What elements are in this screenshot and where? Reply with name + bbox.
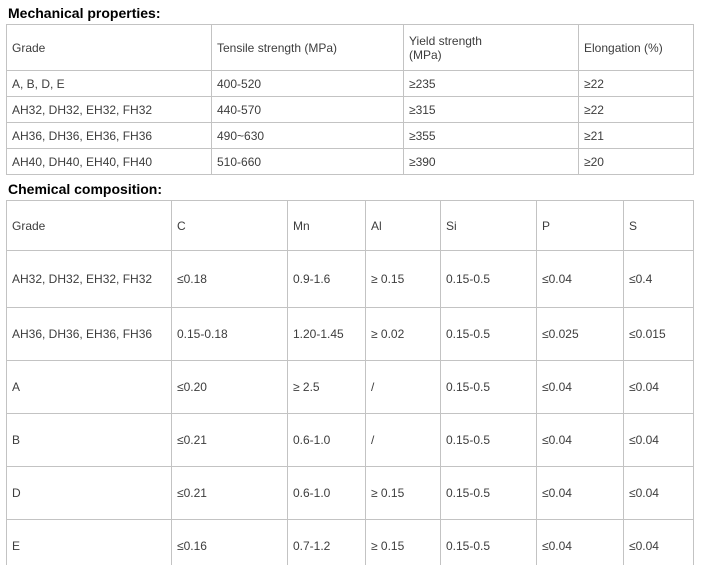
mechanical-table-body: A, B, D, E 400-520 ≥235 ≥22 AH32, DH32, EH32… — [6, 70, 694, 175]
table-cell: ≤0.04 — [536, 519, 624, 565]
section-title-mechanical-properties: Mechanical properties: — [8, 5, 161, 21]
table-cell: 0.15-0.5 — [440, 413, 537, 467]
column-header: C — [171, 200, 288, 251]
table-cell: 400-520 — [211, 70, 404, 97]
table-cell: ≤0.16 — [171, 519, 288, 565]
table-cell: ≥235 — [403, 70, 579, 97]
table-row: AH32, DH32, EH32, FH32 440-570 ≥315 ≥22 — [6, 96, 694, 123]
table-cell: B — [6, 413, 172, 467]
table-row: E ≤0.16 0.7-1.2 ≥ 0.15 0.15-0.5 ≤0.04 ≤0.04 — [6, 519, 694, 565]
table-cell: ≤0.025 — [536, 307, 624, 361]
table-cell: ≥21 — [578, 122, 694, 149]
mechanical-properties-table: Grade Tensile strength (MPa) Yield strengt… — [6, 24, 694, 175]
table-cell: ≥22 — [578, 96, 694, 123]
table-cell: ≥355 — [403, 122, 579, 149]
table-cell: 0.6-1.0 — [287, 466, 366, 520]
column-header: Elongation (%) — [578, 24, 694, 71]
table-row: D ≤0.21 0.6-1.0 ≥ 0.15 0.15-0.5 ≤0.04 ≤0.04 — [6, 466, 694, 520]
table-cell: ≥ 0.02 — [365, 307, 441, 361]
column-header: Tensile strength (MPa) — [211, 24, 404, 71]
table-cell: E — [6, 519, 172, 565]
table-cell: A, B, D, E — [6, 70, 212, 97]
table-cell: 0.9-1.6 — [287, 250, 366, 308]
table-cell: ≥ 0.15 — [365, 466, 441, 520]
table-cell: 0.6-1.0 — [287, 413, 366, 467]
column-header: P — [536, 200, 624, 251]
table-cell: AH32, DH32, EH32, FH32 — [6, 250, 172, 308]
column-header: Yield strength (MPa) — [403, 24, 579, 71]
table-cell: 510-660 — [211, 148, 404, 175]
table-cell: ≤0.04 — [623, 466, 694, 520]
table-cell: AH32, DH32, EH32, FH32 — [6, 96, 212, 123]
chemical-table-body: AH32, DH32, EH32, FH32 ≤0.18 0.9-1.6 ≥ 0.15… — [6, 250, 694, 565]
column-header: Grade — [6, 200, 172, 251]
table-cell: ≥390 — [403, 148, 579, 175]
section-title-chemical-composition: Chemical composition: — [8, 181, 163, 197]
table-cell: ≤0.04 — [536, 360, 624, 414]
table-cell: ≤0.04 — [623, 519, 694, 565]
table-row: B ≤0.21 0.6-1.0/0.15-0.5 ≤0.04 ≤0.04 — [6, 413, 694, 467]
table-cell: ≤0.21 — [171, 466, 288, 520]
table-cell: 0.7-1.2 — [287, 519, 366, 565]
table-cell: 0.15-0.18 — [171, 307, 288, 361]
table-row: A ≤0.20 ≥ 2.5/0.15-0.5 ≤0.04 ≤0.04 — [6, 360, 694, 414]
table-cell: 0.15-0.5 — [440, 519, 537, 565]
table-cell: ≤0.20 — [171, 360, 288, 414]
table-cell: ≤0.18 — [171, 250, 288, 308]
table-cell: 0.15-0.5 — [440, 250, 537, 308]
table-cell: AH36, DH36, EH36, FH36 — [6, 122, 212, 149]
chemical-composition-table: Grade C Mn Al Si P S AH32, DH32, EH32, FH32 ≤0.… — [6, 200, 694, 565]
table-row: AH40, DH40, EH40, FH40 510-660 ≥390 ≥20 — [6, 148, 694, 175]
table-cell: ≤0.04 — [536, 250, 624, 308]
table-cell: 490~630 — [211, 122, 404, 149]
table-cell: ≥ 0.15 — [365, 250, 441, 308]
table-cell: ≥315 — [403, 96, 579, 123]
column-header: Mn — [287, 200, 366, 251]
table-cell: ≥ 0.15 — [365, 519, 441, 565]
table-cell: 0.15-0.5 — [440, 360, 537, 414]
table-cell: ≤0.04 — [623, 360, 694, 414]
table-cell: ≤0.21 — [171, 413, 288, 467]
table-cell: A — [6, 360, 172, 414]
table-cell: / — [365, 413, 441, 467]
table-cell: D — [6, 466, 172, 520]
table-cell: ≥20 — [578, 148, 694, 175]
table-cell: 440-570 — [211, 96, 404, 123]
table-row: A, B, D, E 400-520 ≥235 ≥22 — [6, 70, 694, 97]
table-row: AH36, DH36, EH36, FH36 490~630 ≥355 ≥21 — [6, 122, 694, 149]
column-header: Si — [440, 200, 537, 251]
table-row: AH32, DH32, EH32, FH32 ≤0.18 0.9-1.6 ≥ 0.15… — [6, 250, 694, 308]
column-header: Grade — [6, 24, 212, 71]
mechanical-table-header-row: Grade Tensile strength (MPa) Yield strengt… — [6, 24, 694, 71]
table-cell: ≤0.04 — [623, 413, 694, 467]
table-cell: ≤0.04 — [536, 413, 624, 467]
table-cell: AH40, DH40, EH40, FH40 — [6, 148, 212, 175]
table-cell: ≤0.015 — [623, 307, 694, 361]
table-cell: ≥22 — [578, 70, 694, 97]
table-cell: ≤0.04 — [536, 466, 624, 520]
table-cell: ≥ 2.5 — [287, 360, 366, 414]
table-row: AH36, DH36, EH36, FH36 0.15-0.18 1.20-1.45… — [6, 307, 694, 361]
table-cell: ≤0.4 — [623, 250, 694, 308]
table-cell: 0.15-0.5 — [440, 466, 537, 520]
column-header: Al — [365, 200, 441, 251]
table-cell: / — [365, 360, 441, 414]
table-cell: 0.15-0.5 — [440, 307, 537, 361]
table-cell: AH36, DH36, EH36, FH36 — [6, 307, 172, 361]
column-header: S — [623, 200, 694, 251]
table-cell: 1.20-1.45 — [287, 307, 366, 361]
chemical-table-header-row: Grade C Mn Al Si P S — [6, 200, 694, 251]
